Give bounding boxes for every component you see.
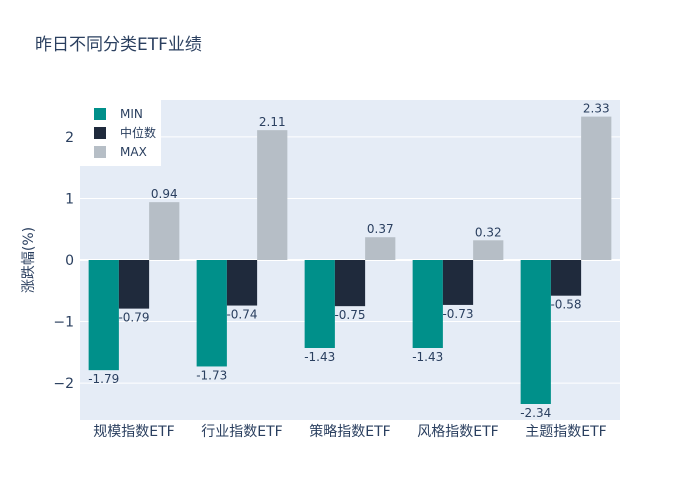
data-label: -1.43 <box>304 350 335 364</box>
data-label: -1.79 <box>88 372 119 386</box>
x-ticks: 规模指数ETF 行业指数ETF 策略指数ETF 风格指数ETF 主题指数ETF <box>93 423 606 440</box>
y-tick-label: 0 <box>65 253 74 269</box>
data-label: -2.34 <box>520 406 551 420</box>
x-tick-label: 规模指数ETF <box>93 424 174 440</box>
y-axis-label: 涨跌幅(%) <box>21 227 37 293</box>
data-label: -0.74 <box>226 308 257 322</box>
bar <box>257 130 288 260</box>
y-tick-label: 2 <box>65 130 74 146</box>
data-labels: -1.79 -0.79 0.94 -1.73 -0.74 2.11 -1.43 -0.75 0.… <box>88 102 609 420</box>
bars <box>88 116 612 404</box>
x-tick-label: 行业指数ETF <box>201 424 282 440</box>
bar <box>196 260 227 367</box>
data-label: 0.94 <box>151 187 178 201</box>
data-label: 0.37 <box>367 222 394 236</box>
bar <box>304 260 335 348</box>
bar <box>412 260 443 348</box>
x-tick-label: 主题指数ETF <box>525 424 606 440</box>
chart-title: 昨日不同分类ETF业绩 <box>35 35 202 55</box>
bar <box>118 260 150 309</box>
data-label: 0.32 <box>475 225 502 239</box>
data-label: 2.11 <box>259 115 286 129</box>
data-label: -0.58 <box>550 298 581 312</box>
bar <box>149 202 180 260</box>
bar <box>550 260 582 296</box>
data-label: -0.73 <box>442 307 473 321</box>
bar <box>365 237 396 260</box>
y-tick-label: −2 <box>53 376 74 392</box>
bar <box>473 240 504 260</box>
legend-box <box>80 100 161 166</box>
bar <box>226 260 258 306</box>
bar <box>581 116 612 260</box>
x-tick-label: 风格指数ETF <box>417 424 498 440</box>
bar <box>442 260 474 305</box>
y-tick-label: −1 <box>53 315 74 331</box>
y-ticks: −2 −1 0 1 2 <box>53 130 74 392</box>
bar <box>334 260 366 307</box>
x-tick-label: 策略指数ETF <box>309 423 390 440</box>
data-label: -0.75 <box>334 308 365 322</box>
legend-swatch <box>94 127 106 139</box>
legend: MIN 中位数 MAX <box>80 100 161 166</box>
y-tick-label: 1 <box>65 191 74 207</box>
legend-label: MIN <box>120 107 143 121</box>
data-label: 2.33 <box>583 102 610 116</box>
legend-label: MAX <box>120 145 147 159</box>
data-label: -1.73 <box>196 368 227 382</box>
data-label: -0.79 <box>118 311 149 325</box>
bar <box>520 260 551 404</box>
legend-swatch <box>94 146 106 158</box>
legend-swatch <box>94 108 106 120</box>
data-label: -1.43 <box>412 350 443 364</box>
bar <box>88 260 119 371</box>
legend-label: 中位数 <box>120 125 156 140</box>
